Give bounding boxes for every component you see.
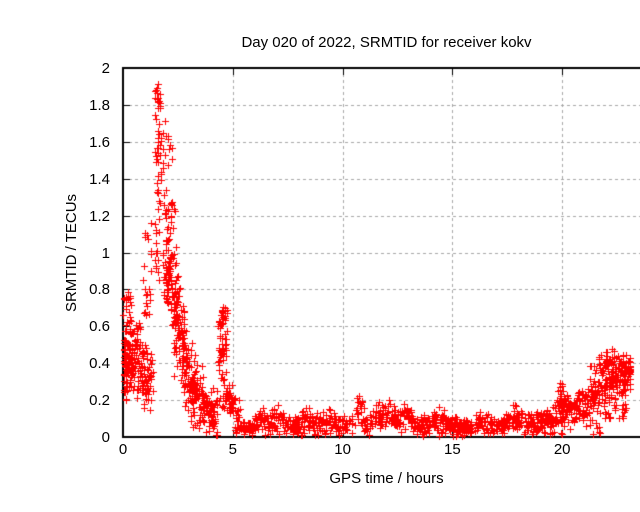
x-tick-label: 15: [444, 441, 461, 458]
x-tick-label: 5: [228, 441, 237, 458]
y-tick-label: 1.2: [89, 207, 110, 225]
y-tick-label: 0.4: [89, 355, 110, 373]
y-tick-label: 0: [101, 429, 110, 446]
y-tick-label: 2: [101, 60, 110, 77]
x-tick-label: 20: [553, 441, 571, 458]
y-tick-label: 0.8: [89, 281, 110, 299]
y-tick-label: 1.4: [89, 170, 110, 188]
y-tick-label: 0.2: [89, 392, 110, 410]
srmtid-scatter-chart: Day 020 of 2022, SRMTID for receiver kok…: [40, 16, 640, 496]
x-tick-label: 10: [334, 441, 351, 458]
x-axis-label: GPS time / hours: [329, 470, 444, 487]
y-tick-label: 1.6: [89, 133, 110, 151]
chart-title: Day 020 of 2022, SRMTID for receiver kok…: [241, 34, 532, 51]
y-tick-label: 0.6: [89, 318, 110, 336]
y-tick-label: 1: [101, 244, 110, 262]
y-tick-label: 1.8: [89, 96, 110, 114]
plot-area-canvas: [40, 16, 640, 496]
x-tick-label: 0: [118, 441, 128, 458]
